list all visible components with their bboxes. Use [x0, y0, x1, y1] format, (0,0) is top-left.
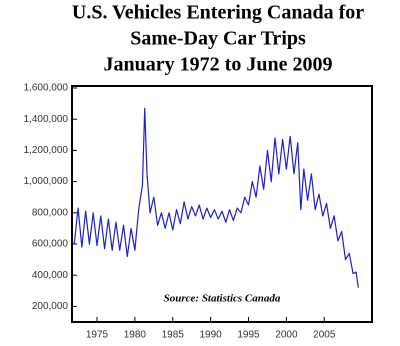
chart-subtitle: January 1972 to June 2009 — [104, 54, 333, 76]
x-tick-label: 1980 — [124, 330, 147, 341]
y-tick-label: 200,000 — [32, 301, 69, 312]
y-tick-label: 600,000 — [32, 239, 69, 250]
plot-frame — [71, 85, 373, 323]
data-line — [73, 107, 359, 288]
y-tick-label: 1,600,000 — [24, 83, 69, 94]
x-tick-label: 1995 — [237, 330, 260, 341]
y-tick-label: 1,400,000 — [24, 114, 69, 125]
x-tick-label: 1985 — [162, 330, 185, 341]
chart-title: Same-Day Car Trips — [130, 28, 306, 50]
y-tick-label: 1,000,000 — [24, 176, 69, 187]
x-tick-label: 2000 — [275, 330, 298, 341]
chart-title: U.S. Vehicles Entering Canada for — [72, 2, 364, 24]
y-tick-label: 400,000 — [32, 270, 69, 281]
x-tick-label: 1975 — [86, 330, 109, 341]
y-tick-label: 1,200,000 — [24, 145, 69, 156]
y-tick-label: 800,000 — [32, 207, 69, 218]
source-note: Source: Statistics Canada — [164, 293, 281, 305]
x-tick-label: 1990 — [200, 330, 223, 341]
x-tick-label: 2005 — [313, 330, 336, 341]
